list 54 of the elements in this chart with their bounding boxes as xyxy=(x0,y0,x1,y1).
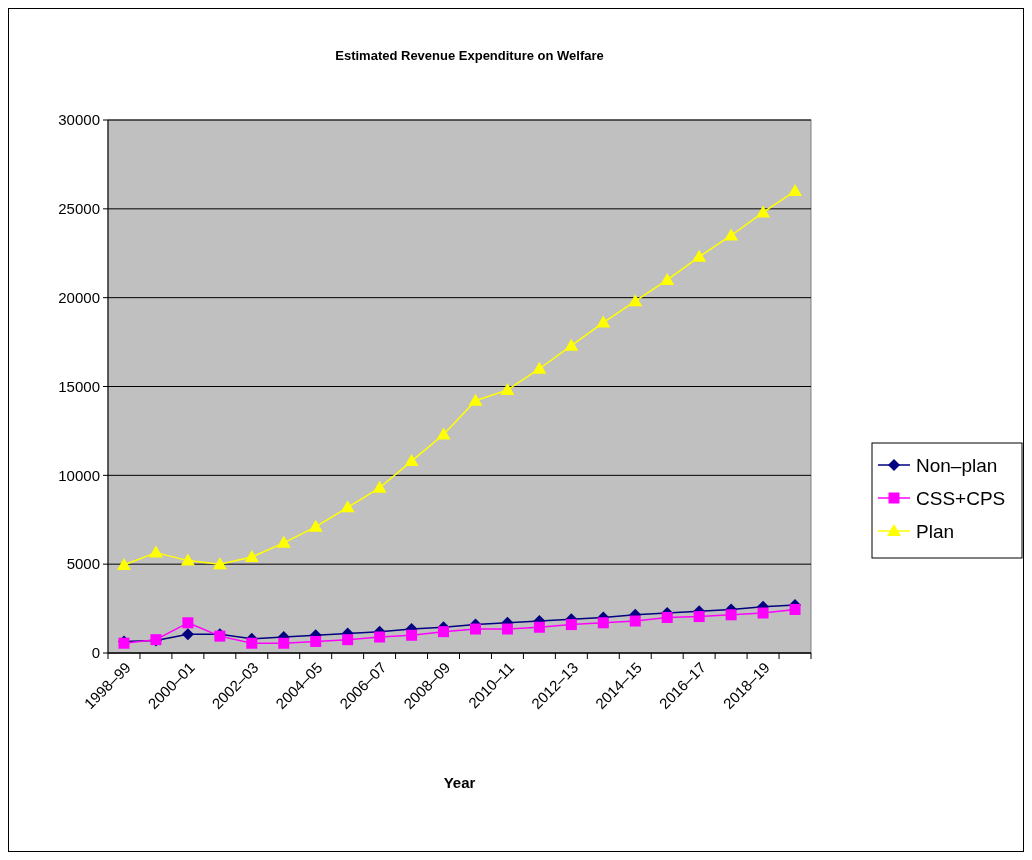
point xyxy=(278,637,290,649)
point xyxy=(756,205,771,218)
point xyxy=(436,427,451,440)
point xyxy=(182,617,194,629)
y-tick-label: 25000 xyxy=(58,200,100,218)
point xyxy=(406,629,418,641)
point xyxy=(374,631,386,643)
point xyxy=(532,361,547,374)
point xyxy=(757,607,769,619)
point xyxy=(597,617,609,629)
y-tick-label: 10000 xyxy=(58,466,100,484)
point xyxy=(629,615,641,627)
point xyxy=(181,628,194,641)
x-axis-title: Year xyxy=(443,774,476,791)
point xyxy=(244,550,259,563)
legend-label: CSS+CPS xyxy=(916,487,1006,509)
y-tick-label: 5000 xyxy=(66,555,100,573)
point xyxy=(565,619,577,631)
point xyxy=(661,611,673,623)
point xyxy=(692,249,707,262)
y-tick-label: 20000 xyxy=(58,288,100,306)
legend-label: Plan xyxy=(916,520,955,542)
point xyxy=(725,609,737,621)
point xyxy=(310,635,322,647)
point xyxy=(276,535,291,548)
point xyxy=(308,519,323,532)
point xyxy=(246,637,258,649)
point xyxy=(116,558,131,571)
y-tick-label: 0 xyxy=(91,644,100,662)
point xyxy=(469,623,481,635)
point xyxy=(180,553,195,566)
point xyxy=(372,480,387,493)
point xyxy=(342,634,354,646)
point xyxy=(468,393,483,406)
point xyxy=(660,272,675,285)
legend-label: Non–plan xyxy=(916,454,998,476)
point xyxy=(500,383,515,396)
point xyxy=(789,603,801,615)
point xyxy=(148,545,163,558)
point xyxy=(693,611,705,623)
point xyxy=(533,621,545,633)
point xyxy=(596,315,611,328)
point xyxy=(724,228,739,241)
y-tick-label: 30000 xyxy=(58,111,100,129)
point xyxy=(340,500,355,513)
chart-title: Estimated Revenue Expenditure on Welfare xyxy=(335,48,604,63)
point xyxy=(212,557,227,570)
point xyxy=(564,338,579,351)
point xyxy=(788,184,803,197)
point xyxy=(404,454,419,467)
y-tick-label: 15000 xyxy=(58,377,100,395)
point xyxy=(501,623,513,635)
point xyxy=(628,294,643,307)
point xyxy=(438,626,450,638)
